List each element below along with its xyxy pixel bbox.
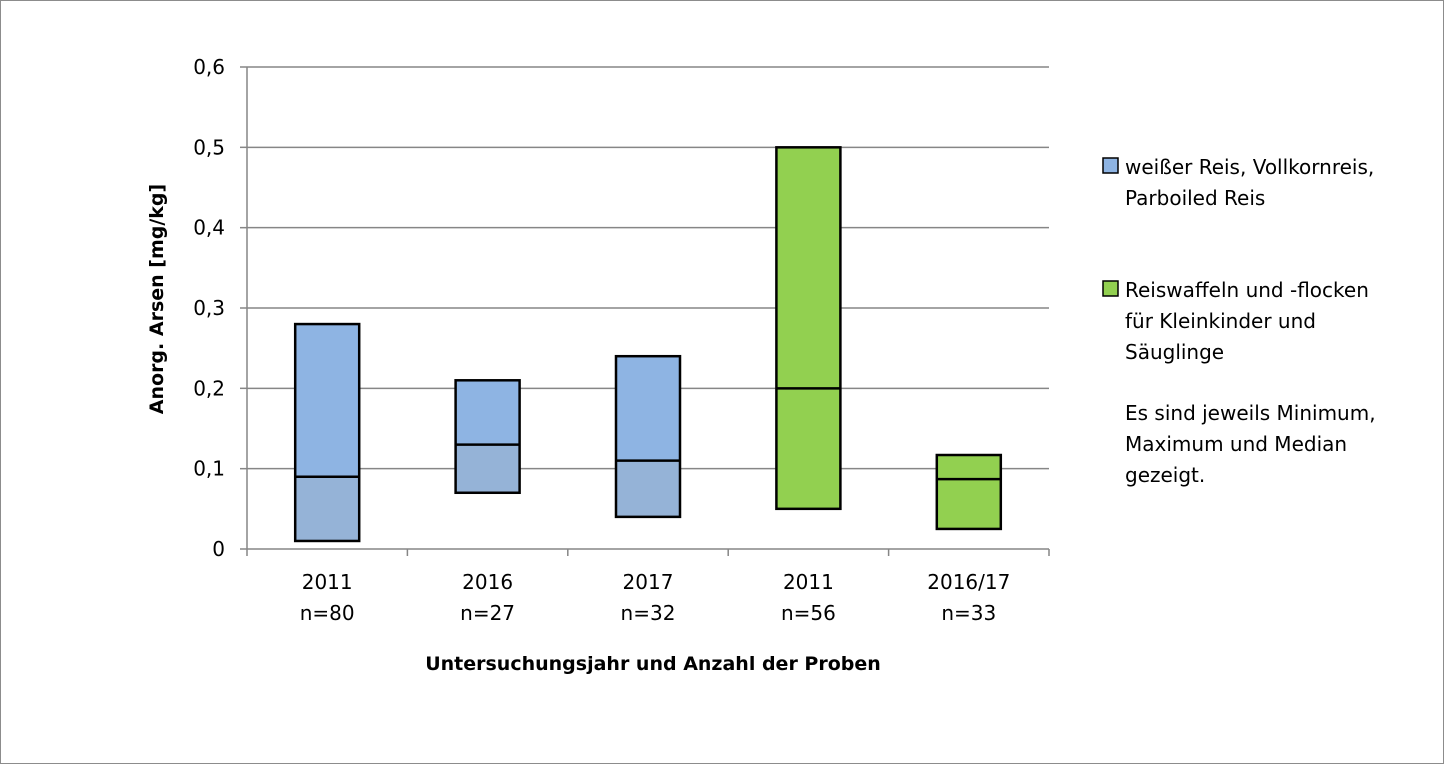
legend-swatch [1102, 280, 1119, 297]
legend-label: Reiswaffeln und -flocken [1125, 278, 1369, 302]
bar-range-outline [614, 354, 682, 519]
x-tick-label-year: 2017 [623, 570, 674, 594]
y-tick-label: 0,4 [193, 216, 225, 240]
legend-label: für Kleinkinder und [1125, 309, 1316, 333]
y-tick-label: 0,3 [193, 296, 225, 320]
bar-upper-segment [616, 356, 680, 461]
bars [293, 146, 1003, 543]
y-tick-label: 0,2 [193, 376, 225, 400]
x-axis-title: Untersuchungsjahr und Anzahl der Proben [425, 653, 881, 675]
x-tick-label-count: n=33 [941, 601, 996, 625]
bar-lower-segment [776, 388, 841, 509]
y-tick-label: 0,5 [193, 135, 225, 159]
y-tick-label: 0 [212, 537, 225, 561]
bar-upper-segment [295, 324, 360, 477]
y-axis-title: Anorg. Arsen [mg/kg] [146, 184, 168, 414]
note-line: Es sind jeweils Minimum, [1125, 401, 1376, 425]
axes [246, 67, 1050, 556]
gridlines [240, 66, 1049, 550]
bar-lower-segment [455, 444, 520, 493]
legend: weißer Reis, Vollkornreis, Parboiled Reis… [1102, 155, 1374, 364]
y-tick-label: 0,6 [193, 55, 225, 79]
x-tick-label-count: n=27 [460, 601, 515, 625]
bar-range-outline [293, 322, 361, 543]
x-tick-label-count: n=32 [621, 601, 676, 625]
chart-note: Es sind jeweils Minimum, Maximum und Medi… [1125, 401, 1376, 487]
legend-swatch [1102, 157, 1119, 174]
x-tick-label-year: 2016 [462, 570, 513, 594]
bar-range-outline [454, 379, 521, 495]
y-tick-labels: 0 0,1 0,2 0,3 0,4 0,5 0,6 [193, 55, 225, 561]
x-tick-label-year: 2016/17 [927, 570, 1010, 594]
bar-lower-segment [295, 476, 360, 541]
note-line: gezeigt. [1125, 463, 1205, 487]
x-tick-label-count: n=56 [781, 601, 836, 625]
legend-label: weißer Reis, Vollkornreis, [1125, 155, 1374, 179]
legend-label: Säuglinge [1125, 340, 1224, 364]
bar-lower-segment [616, 460, 680, 517]
note-line: Maximum und Median [1125, 432, 1347, 456]
y-tick-label: 0,1 [193, 457, 225, 481]
legend-label: Parboiled Reis [1125, 186, 1265, 210]
bar-lower-segment [936, 479, 1001, 529]
bar-upper-segment [776, 147, 841, 389]
bar-upper-segment [936, 455, 1001, 480]
x-tick-labels: 2011 n=80 2016 n=27 2017 n=32 2011 n=56 2016/17 n… [300, 570, 1011, 625]
bar-range-outline [775, 146, 842, 511]
bar-range-outline [935, 453, 1003, 531]
x-tick-label-year: 2011 [783, 570, 834, 594]
x-tick-label-count: n=80 [300, 601, 355, 625]
x-tick-label-year: 2011 [302, 570, 353, 594]
bar-upper-segment [455, 380, 520, 445]
